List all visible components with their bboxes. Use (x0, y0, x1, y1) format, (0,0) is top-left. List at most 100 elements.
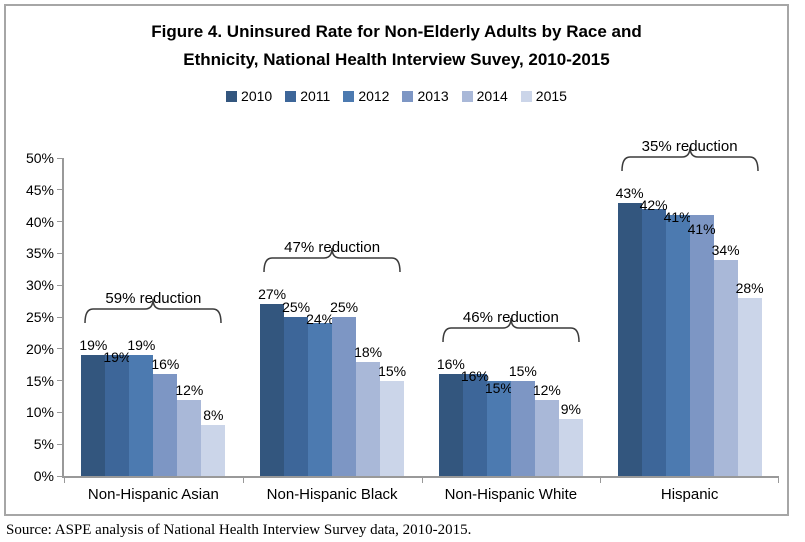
y-axis-tick (57, 411, 62, 413)
x-axis-label-non-hispanic-asian: Non-Hispanic Asian (87, 486, 219, 503)
bar-2010-hispanic (617, 202, 642, 476)
y-axis-tick (57, 443, 62, 445)
annotation-hispanic: 35% reduction (641, 137, 738, 155)
y-axis-tick (57, 284, 62, 286)
legend-label: 2010 (241, 88, 273, 104)
legend-swatch-icon (226, 90, 238, 102)
legend-item-2011: 2011 (285, 88, 330, 104)
legend-label: 2012 (358, 88, 390, 104)
bar-2012-non-hispanic-asian (129, 355, 154, 476)
x-axis-tick (64, 476, 65, 483)
y-axis-label: 50% (25, 150, 54, 166)
bar-2015-non-hispanic-black (380, 380, 405, 476)
y-axis-label: 40% (25, 213, 54, 230)
bar-2013-non-hispanic-asian (153, 374, 178, 476)
value-label-2012-hispanic: 41% (663, 208, 692, 225)
legend-item-2014: 2014 (461, 88, 508, 104)
legend-label: 2014 (476, 88, 508, 104)
legend-swatch-icon (402, 90, 414, 102)
y-axis-label: 20% (25, 340, 54, 357)
bar-2010-non-hispanic-white (438, 374, 463, 476)
value-label-2015-non-hispanic-asian: 8% (203, 407, 224, 424)
legend-item-2013: 2013 (402, 88, 449, 104)
y-axis-label: 0% (33, 468, 54, 484)
value-label-2013-non-hispanic-white: 15% (508, 362, 537, 379)
value-label-2012-non-hispanic-black: 24% (306, 311, 335, 327)
bar-2011-non-hispanic-white (462, 374, 487, 476)
value-label-2010-hispanic: 43% (615, 184, 644, 201)
y-axis-label: 35% (25, 245, 54, 262)
chart-title-line-2: Ethnicity, National Health Interview Suv… (183, 50, 610, 69)
y-axis-label: 10% (25, 404, 54, 421)
value-label-2014-non-hispanic-white: 12% (532, 381, 561, 398)
bar-2015-non-hispanic-asian (201, 425, 226, 476)
bar-2013-non-hispanic-white (510, 380, 535, 476)
legend-swatch-icon (520, 90, 532, 102)
value-label-2011-non-hispanic-white: 16% (460, 368, 489, 385)
legend-item-2012: 2012 (343, 88, 389, 104)
bar-2012-non-hispanic-black (308, 323, 333, 476)
brace-icon (620, 146, 759, 171)
value-label-2013-non-hispanic-asian: 16% (151, 356, 180, 373)
bar-2015-non-hispanic-white (558, 418, 583, 476)
brace-icon (442, 318, 580, 343)
plot-area: 0% 5% 10% 15% 20% 25% 30% 35% 40% 45% 50% 19% 19% 19%… (26, 138, 779, 503)
y-axis-tick (57, 475, 62, 477)
y-axis-tick (57, 380, 62, 382)
x-axis-label-hispanic: Hispanic (660, 486, 719, 503)
y-axis-tick (57, 189, 62, 191)
value-label-2014-non-hispanic-black: 18% (354, 343, 383, 360)
bar-2011-hispanic (641, 208, 666, 476)
value-label-2012-non-hispanic-white: 15% (484, 380, 513, 397)
bar-2010-non-hispanic-asian (81, 355, 106, 476)
legend-label: 2013 (417, 88, 449, 104)
x-axis-tick (600, 476, 602, 483)
chart-box: Figure 4. Uninsured Rate for Non-Elderly… (4, 4, 789, 516)
value-label-2011-hispanic: 42% (639, 196, 668, 213)
x-axis-tick (778, 476, 779, 483)
bar-2011-non-hispanic-black (284, 317, 309, 476)
bar-2011-non-hispanic-asian (105, 355, 130, 476)
y-axis-tick (57, 221, 62, 223)
y-axis-label: 45% (25, 181, 54, 198)
value-label-2010-non-hispanic-asian: 19% (79, 337, 108, 354)
chart-title: Figure 4. Uninsured Rate for Non-Elderly… (6, 18, 787, 74)
x-axis-tick (421, 476, 423, 483)
annotation-non-hispanic-black: 47% reduction (284, 239, 381, 257)
value-label-2012-non-hispanic-asian: 19% (127, 337, 156, 354)
bar-2014-hispanic (713, 259, 738, 476)
legend-item-2015: 2015 (520, 88, 567, 104)
value-label-2011-non-hispanic-asian: 19% (103, 349, 132, 366)
legend-label: 2015 (535, 88, 567, 104)
value-label-2014-non-hispanic-asian: 12% (175, 381, 204, 398)
bar-2013-hispanic (689, 215, 714, 476)
x-axis-label-non-hispanic-white: Non-Hispanic White (444, 486, 578, 503)
value-label-2015-non-hispanic-white: 9% (560, 400, 581, 417)
y-axis-tick (57, 316, 62, 318)
chart-title-line-1: Figure 4. Uninsured Rate for Non-Elderly… (151, 22, 642, 41)
y-axis-label: 5% (33, 436, 54, 453)
bar-2014-non-hispanic-black (356, 361, 381, 476)
value-label-2013-non-hispanic-black: 25% (330, 299, 359, 315)
bar-2010-non-hispanic-black (260, 304, 285, 476)
legend-swatch-icon (461, 90, 473, 102)
annotation-non-hispanic-asian: 59% reduction (105, 290, 202, 308)
value-label-2015-non-hispanic-black: 15% (378, 362, 407, 379)
y-axis-tick (57, 252, 62, 254)
y-axis-label: 25% (25, 309, 54, 325)
value-label-2010-non-hispanic-black: 27% (258, 286, 287, 303)
bar-2014-non-hispanic-white (534, 399, 559, 476)
value-label-2015-hispanic: 28% (735, 279, 764, 296)
brace-icon (263, 248, 401, 273)
bar-2015-hispanic (737, 297, 762, 476)
bar-2012-non-hispanic-white (486, 380, 511, 476)
bar-2013-non-hispanic-black (332, 317, 357, 476)
y-axis-label: 15% (25, 372, 54, 389)
legend-swatch-icon (285, 90, 297, 102)
legend-swatch-icon (343, 90, 355, 102)
x-axis-tick (242, 476, 244, 483)
source-note: Source: ASPE analysis of National Health… (6, 522, 472, 538)
y-axis-tick (57, 157, 62, 159)
legend: 2010 2011 2012 2013 2014 2015 (6, 88, 787, 104)
